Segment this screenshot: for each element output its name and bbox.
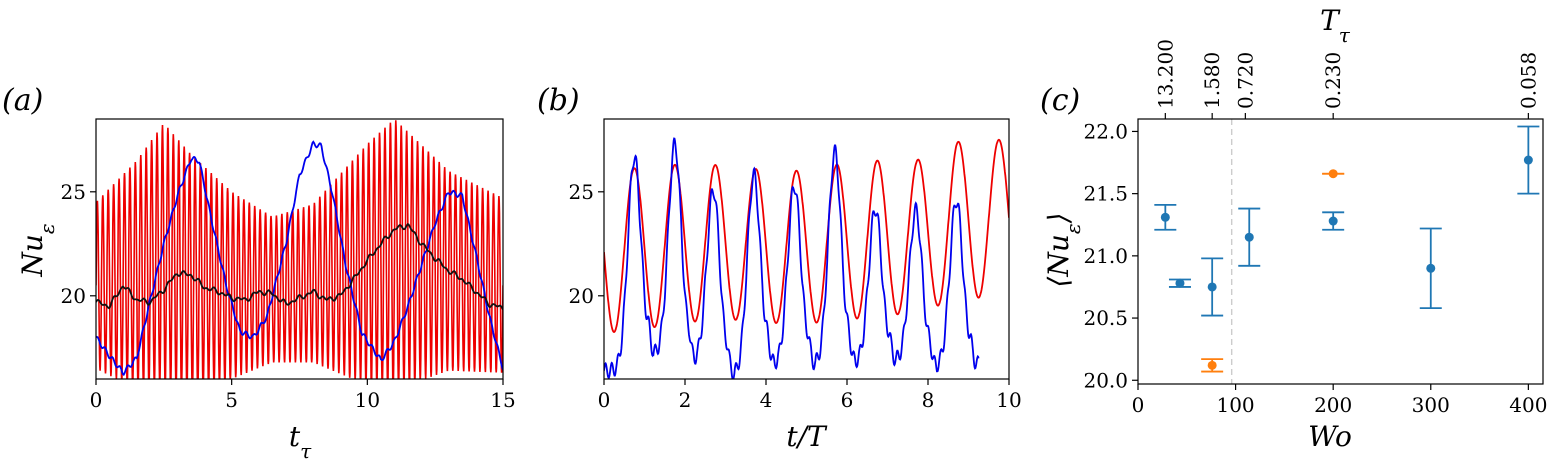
c-xtick-label-4: 400	[1509, 393, 1547, 417]
c-point-7	[1426, 263, 1436, 273]
c-top-tick-label-4: 0.058	[1516, 52, 1540, 109]
a-series-black	[96, 222, 503, 311]
b-xtick-label-4: 8	[922, 388, 935, 412]
b-xtick-label-3: 6	[841, 388, 854, 412]
panel-label-a: (a)	[2, 83, 43, 118]
c-axes-frame	[1137, 118, 1544, 385]
a-xtick-label-0: 0	[90, 388, 103, 412]
b-xtick-label-2: 4	[760, 388, 773, 412]
c-point-8	[1523, 155, 1533, 165]
b-series-blue	[604, 137, 980, 379]
c-ytick-label-1: 20.5	[1083, 306, 1128, 330]
panel-c-chart: 0 100 200 300 400 20.0 20.5 21.0 21.5 22.0 13.200 1…	[1042, 4, 1547, 453]
c-top-tick-label-2: 0.720	[1233, 52, 1257, 109]
c-ytick-label-3: 21.5	[1083, 182, 1128, 206]
c-point-1	[1175, 278, 1185, 288]
b-ytick-label-0: 20	[569, 284, 594, 308]
a-series-red	[96, 120, 503, 379]
c-xtick-label-0: 0	[1132, 393, 1145, 417]
b-xtick-label-5: 10	[996, 388, 1021, 412]
c-ytick-label-2: 21.0	[1083, 244, 1128, 268]
a-plot-area	[96, 120, 503, 379]
b-xlabel: t/T	[786, 420, 828, 453]
c-top-tick-label-0: 13.200	[1153, 39, 1177, 109]
a-xtick-label-1: 5	[225, 388, 238, 412]
c-xlabel: Wo	[1308, 420, 1352, 453]
b-plot-area	[604, 137, 1009, 379]
c-ytick-label-0: 20.0	[1083, 368, 1128, 392]
c-xtick-label-2: 200	[1314, 393, 1352, 417]
c-ylabel: ⟨Nuε⟩	[1042, 212, 1085, 287]
c-point-4	[1244, 232, 1254, 242]
c-point-2	[1207, 282, 1217, 292]
a-ylabel: Nuε	[16, 223, 59, 277]
panel-label-b: (b)	[537, 83, 580, 118]
c-point-6	[1328, 169, 1338, 179]
b-xtick-label-1: 2	[679, 388, 692, 412]
a-ytick-label-1: 25	[61, 180, 86, 204]
a-xtick-label-3: 15	[490, 388, 515, 412]
c-point-5	[1328, 216, 1338, 226]
c-point-3	[1207, 360, 1217, 370]
b-xtick-label-0: 0	[598, 388, 611, 412]
a-ytick-label-0: 20	[61, 284, 86, 308]
a-axes-frame	[95, 118, 504, 380]
c-top-tick-label-1: 1.580	[1200, 52, 1224, 109]
panel-b-chart: 0 2 4 6 8 10 20 25 t/T	[569, 118, 1022, 453]
b-axes-frame	[603, 118, 1010, 380]
panel-label-c: (c)	[1040, 83, 1080, 118]
a-xlabel: tτ	[289, 420, 312, 463]
c-xtick-label-1: 100	[1216, 393, 1254, 417]
a-xtick-label-2: 10	[355, 388, 380, 412]
b-ytick-label-1: 25	[569, 180, 594, 204]
a-series-blue	[96, 140, 503, 376]
c-xtick-label-3: 300	[1412, 393, 1450, 417]
c-top-tick-label-3: 0.230	[1321, 52, 1345, 109]
c-top-label: Tτ	[1320, 4, 1351, 47]
c-ytick-label-4: 22.0	[1083, 119, 1128, 143]
c-point-0	[1160, 212, 1170, 222]
panel-a-chart: 0 5 10 15 20 25 tτ Nuε	[16, 118, 516, 463]
